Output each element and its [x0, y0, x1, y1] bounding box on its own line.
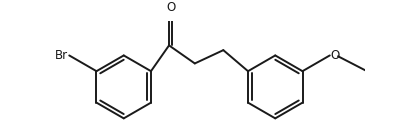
Text: O: O	[331, 49, 340, 62]
Text: Br: Br	[55, 49, 67, 62]
Text: O: O	[166, 1, 175, 14]
